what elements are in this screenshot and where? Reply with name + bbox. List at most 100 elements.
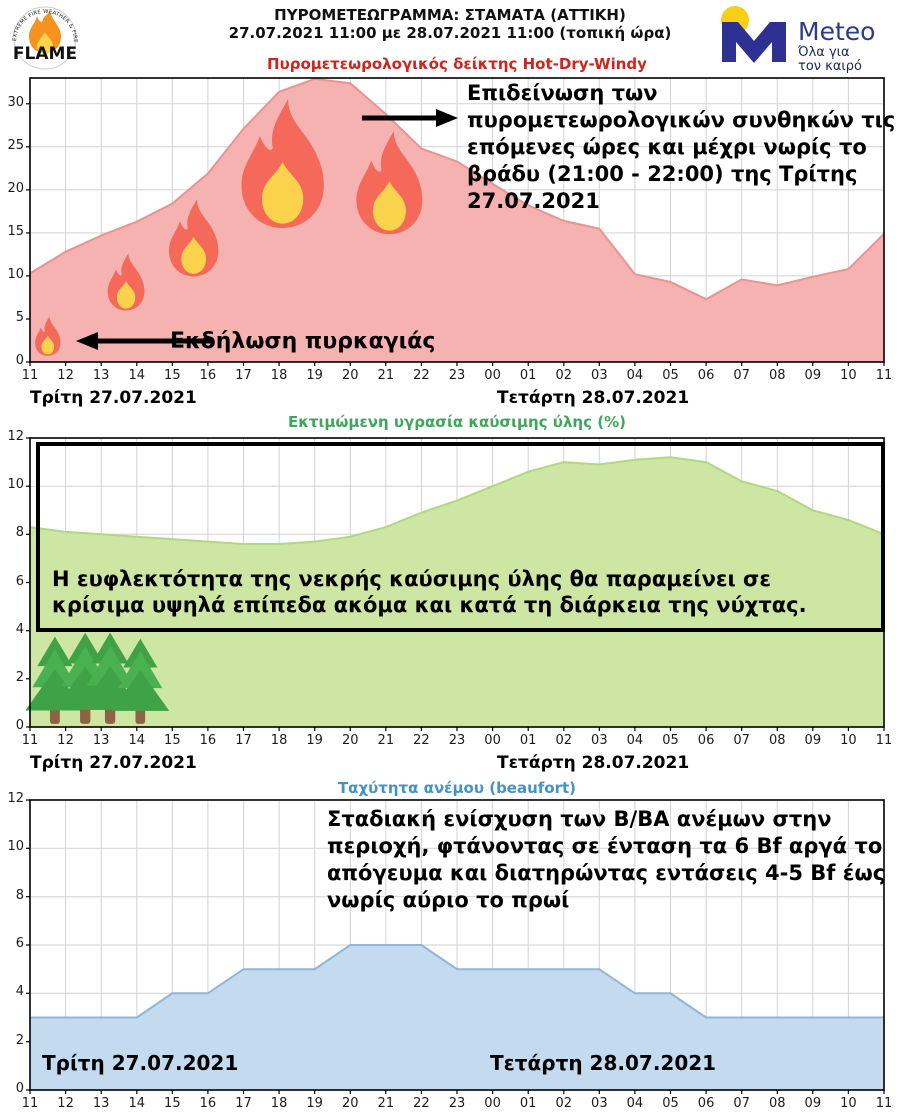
x-tick-label: 22 — [413, 733, 430, 748]
y-tick-label: 4 — [15, 621, 24, 637]
x-tick-label: 03 — [591, 1096, 608, 1111]
x-tick-label: 05 — [662, 368, 679, 383]
y-tick-label: 10 — [7, 266, 24, 282]
x-tick-label: 07 — [733, 733, 750, 748]
hdw-worsening-note: Επιδείνωση των πυρομετεωρολογικών συνθηκ… — [467, 81, 896, 213]
x-tick-label: 09 — [804, 368, 822, 383]
x-tick-label: 04 — [626, 368, 644, 383]
y-tick-label: 8 — [15, 525, 24, 541]
wind-date-wednesday: Τετάρτη 28.07.2021 — [490, 1051, 717, 1075]
x-tick-label: 20 — [341, 733, 359, 748]
x-tick-label: 21 — [377, 1096, 395, 1111]
x-tick-label: 16 — [199, 733, 217, 748]
x-tick-label: 18 — [270, 368, 288, 383]
x-tick-label: 13 — [92, 733, 110, 748]
y-tick-label: 0 — [15, 353, 24, 368]
x-tick-label: 18 — [270, 1096, 288, 1111]
x-tick-label: 07 — [733, 368, 750, 383]
x-tick-label: 17 — [235, 1096, 252, 1111]
x-tick-label: 06 — [697, 1096, 715, 1111]
wind-strengthening-note: Σταδιακή ενίσχυση των Β/ΒΑ ανέμων στην π… — [327, 807, 886, 912]
x-tick-label: 01 — [519, 733, 537, 748]
flame-logo-flame-icon — [29, 10, 61, 53]
moisture-chart-title: Εκτιμώμενη υγρασία καύσιμης ύλης (%) — [288, 413, 626, 431]
moisture-date-tuesday: Τρίτη 27.07.2021 — [30, 753, 197, 773]
x-tick-label: 08 — [768, 733, 786, 748]
x-tick-label: 16 — [199, 1096, 217, 1111]
x-tick-label: 10 — [840, 368, 857, 383]
x-tick-label: 11 — [21, 1096, 39, 1111]
arrow-left-icon — [76, 332, 214, 350]
x-tick-label: 05 — [662, 733, 679, 748]
x-tick-label: 19 — [306, 733, 323, 748]
x-tick-label: 07 — [733, 1096, 750, 1111]
x-tick-label: 13 — [92, 368, 110, 383]
x-tick-label: 11 — [875, 733, 893, 748]
x-tick-label: 15 — [164, 733, 181, 748]
moisture-note-text: Η ευφλεκτότητα της νεκρής καύσιμης ύλης … — [52, 567, 807, 617]
x-tick-label: 12 — [57, 368, 74, 383]
y-tick-label: 8 — [15, 887, 24, 903]
flame-logo: FLAME EXTREME FIRE WEATHER & FIRE BEHAVI… — [4, 2, 78, 70]
x-tick-label: 14 — [128, 1096, 146, 1111]
wind-date-tuesday: Τρίτη 27.07.2021 — [42, 1051, 239, 1075]
y-tick-label: 25 — [7, 137, 24, 153]
x-tick-label: 11 — [875, 368, 893, 383]
x-tick-label: 20 — [341, 368, 359, 383]
x-tick-label: 02 — [555, 733, 573, 748]
x-tick-label: 02 — [555, 368, 573, 383]
x-tick-label: 13 — [92, 1096, 110, 1111]
meteo-logo: Meteo Όλα για τον καιρό — [721, 6, 875, 74]
x-tick-label: 04 — [626, 1096, 644, 1111]
hdw-date-wednesday: Τετάρτη 28.07.2021 — [497, 388, 690, 408]
y-tick-label: 12 — [7, 791, 24, 806]
y-tick-label: 2 — [15, 1032, 24, 1048]
x-tick-label: 03 — [591, 733, 608, 748]
x-tick-label: 08 — [768, 368, 786, 383]
x-tick-label: 22 — [413, 368, 430, 383]
x-tick-label: 16 — [199, 368, 217, 383]
y-tick-label: 10 — [7, 477, 24, 493]
x-tick-label: 11 — [875, 1096, 893, 1111]
x-tick-label: 06 — [697, 733, 715, 748]
y-tick-label: 30 — [7, 94, 24, 110]
hdw-chart-title: Πυρομετεωρολογικός δείκτης Hot-Dry-Windy — [267, 55, 647, 73]
y-tick-label: 0 — [15, 1081, 24, 1096]
y-tick-label: 6 — [15, 936, 24, 951]
x-tick-label: 00 — [484, 1096, 501, 1111]
y-tick-label: 20 — [7, 180, 24, 196]
x-tick-label: 00 — [484, 368, 501, 383]
moisture-note-box: Η ευφλεκτότητα της νεκρής καύσιμης ύλης … — [36, 442, 885, 632]
fire-start-note: Εκδήλωση πυρκαγιάς — [170, 329, 436, 354]
x-tick-label: 02 — [555, 1096, 573, 1111]
x-tick-label: 17 — [235, 368, 252, 383]
x-tick-label: 17 — [235, 733, 252, 748]
x-tick-label: 09 — [804, 1096, 822, 1111]
y-tick-label: 12 — [7, 429, 24, 444]
arrow-right-icon — [362, 109, 458, 127]
x-tick-label: 05 — [662, 1096, 679, 1111]
x-tick-label: 12 — [57, 1096, 74, 1111]
x-tick-label: 11 — [21, 733, 39, 748]
x-tick-label: 23 — [448, 733, 466, 748]
x-tick-label: 10 — [840, 733, 857, 748]
meteo-m-icon — [722, 22, 786, 63]
x-tick-label: 14 — [128, 368, 146, 383]
x-tick-label: 08 — [768, 1096, 786, 1111]
y-tick-label: 15 — [7, 223, 24, 239]
wind-plot — [26, 799, 885, 1094]
x-tick-label: 19 — [306, 1096, 323, 1111]
hdw-plot — [26, 77, 885, 366]
x-tick-label: 21 — [377, 733, 395, 748]
x-tick-label: 11 — [21, 368, 39, 383]
y-tick-label: 4 — [15, 984, 24, 1000]
meteo-tagline-line1: Όλα για — [797, 45, 850, 60]
x-tick-label: 22 — [413, 1096, 430, 1111]
x-tick-label: 03 — [591, 368, 608, 383]
x-tick-label: 14 — [128, 733, 146, 748]
x-tick-label: 19 — [306, 368, 323, 383]
meteo-logo-label: Meteo — [798, 17, 875, 46]
y-tick-label: 0 — [15, 718, 24, 733]
flame-logo-label: FLAME — [13, 44, 77, 64]
